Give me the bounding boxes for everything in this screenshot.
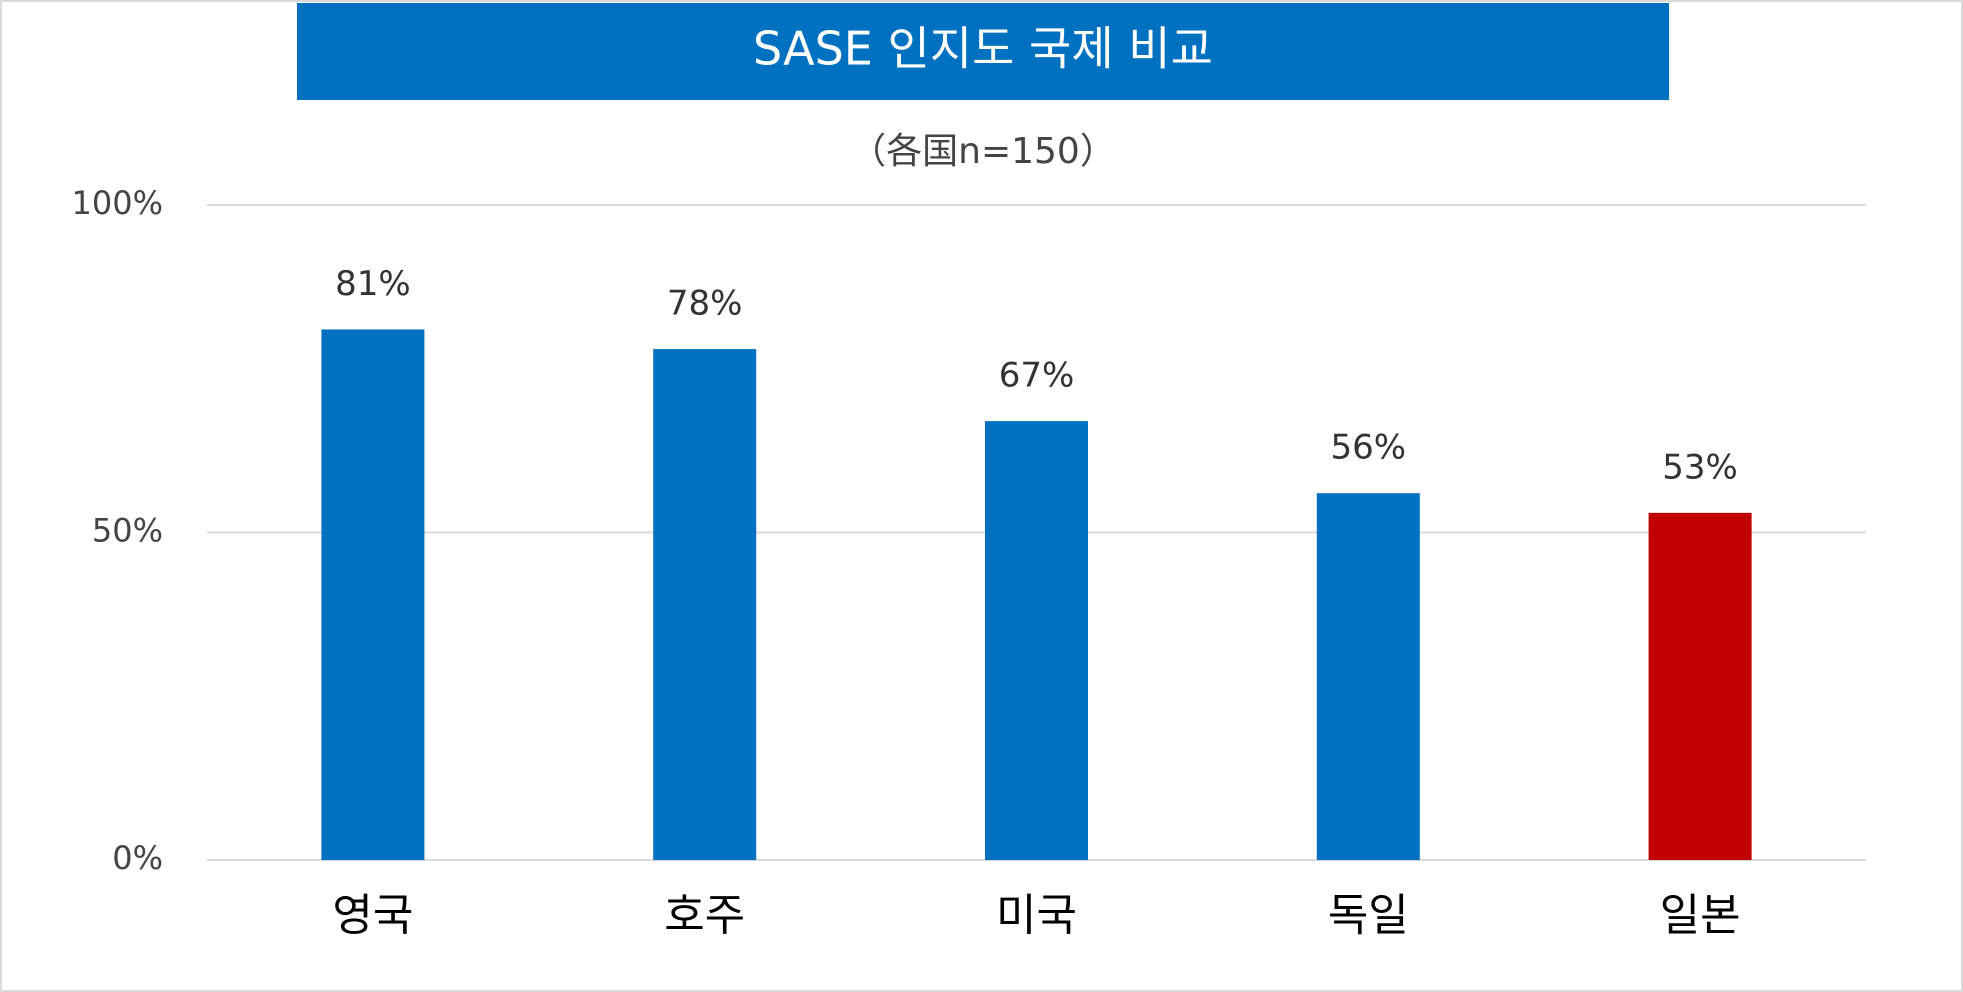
- x-tick-label: 호주: [664, 890, 745, 941]
- value-label: 56%: [1331, 428, 1407, 468]
- x-tick-label: 미국: [996, 890, 1077, 941]
- chart-title: SASE 인지도 국제 비교: [753, 22, 1213, 76]
- x-tick-label: 일본: [1660, 890, 1741, 941]
- bar: [985, 421, 1088, 860]
- chart-subtitle: （各国n=150）: [850, 131, 1116, 172]
- bar: [1316, 493, 1420, 860]
- title-banner: [297, 3, 1669, 100]
- x-tick-label: 영국: [332, 890, 413, 941]
- bar: [653, 349, 757, 860]
- value-label: 53%: [1662, 447, 1738, 487]
- bar: [321, 329, 425, 860]
- value-label: 67%: [999, 356, 1075, 396]
- y-tick-label: 50%: [92, 512, 163, 550]
- value-label: 81%: [335, 264, 411, 304]
- y-tick-label: 0%: [112, 839, 163, 877]
- y-tick-label: 100%: [72, 184, 163, 222]
- value-label: 78%: [667, 284, 743, 324]
- x-tick-label: 독일: [1328, 890, 1409, 941]
- bar: [1648, 512, 1752, 860]
